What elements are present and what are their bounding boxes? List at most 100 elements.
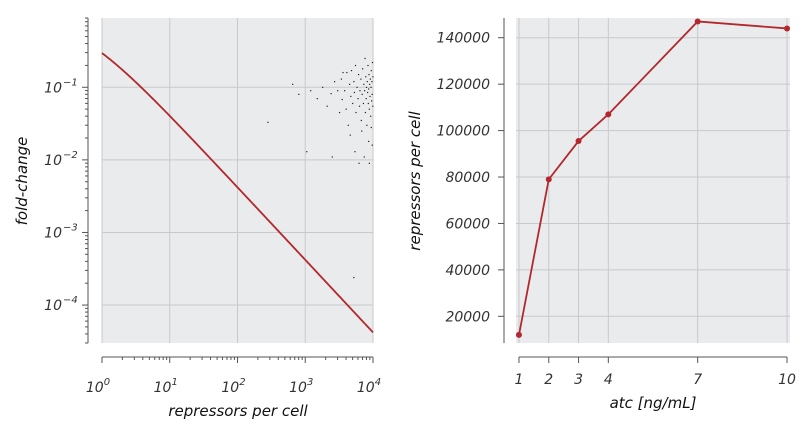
scatter-point: [347, 124, 349, 126]
left-x-tick-label: 103: [289, 377, 313, 396]
scatter-point: [371, 144, 373, 146]
scatter-point: [368, 108, 370, 110]
right-y-tick-label: 100000: [437, 124, 491, 140]
scatter-point: [354, 151, 356, 153]
scatter-point: [341, 98, 343, 101]
scatter-point: [367, 91, 369, 94]
left-y-tick-exponent: −1: [63, 77, 78, 88]
left-y-tick-exponent: −3: [63, 222, 78, 233]
scatter-point: [359, 90, 361, 92]
scatter-point: [352, 102, 354, 105]
data-point: [784, 25, 791, 32]
scatter-point: [367, 102, 369, 105]
scatter-point: [342, 71, 344, 74]
data-point: [575, 138, 582, 145]
theory-curve: [101, 52, 374, 334]
left-x-tick-label: 101: [154, 377, 178, 396]
left-x-tick-label: 100: [86, 377, 110, 396]
left-x-tick-label: 102: [221, 377, 245, 396]
right-x-axis-title: atc [ng/mL]: [610, 394, 697, 412]
right-y-tick-label: 20000: [445, 309, 490, 325]
scatter-point: [354, 64, 357, 67]
left-axes: [82, 17, 374, 363]
right-x-tick-label: 10: [778, 372, 796, 388]
left-y-tick-label: 10: [44, 225, 62, 241]
left-scatter-points: [267, 57, 374, 279]
scatter-point: [350, 95, 352, 98]
data-point: [605, 111, 612, 118]
right-y-tick-label: 60000: [445, 216, 490, 232]
scatter-point: [298, 93, 300, 96]
repressors-line: [518, 20, 788, 336]
scatter-point: [363, 156, 365, 158]
right-y-tick-label: 120000: [437, 77, 491, 93]
scatter-point: [369, 83, 371, 85]
scatter-point: [326, 105, 328, 107]
scatter-point: [345, 108, 347, 110]
right-y-tick-label: 40000: [445, 263, 490, 279]
scatter-point: [364, 111, 367, 114]
right-x-tick-label: 7: [693, 372, 702, 388]
scatter-point: [368, 162, 370, 164]
right-panel: 1 2 3 4 7 10 20000 40000 60000 80000 100000 120000 1…: [406, 18, 796, 412]
data-point: [545, 176, 552, 183]
scatter-point: [333, 81, 336, 83]
scatter-point: [367, 64, 369, 67]
scatter-point: [355, 111, 357, 114]
scatter-point: [365, 76, 367, 78]
scatter-point: [369, 78, 371, 80]
scatter-point: [366, 81, 368, 83]
scatter-point: [292, 83, 294, 85]
right-x-tick-label: 4: [604, 372, 613, 388]
right-plot-background: [516, 18, 790, 343]
right-x-tick-label: 2: [544, 372, 553, 388]
right-y-tick-label: 140000: [437, 31, 491, 47]
left-y-tick-label: 10: [44, 80, 62, 96]
scatter-point: [370, 100, 373, 102]
scatter-point: [364, 90, 366, 92]
left-y-tick-exponent: −2: [63, 150, 78, 161]
scatter-point: [344, 90, 346, 92]
scatter-point: [267, 121, 269, 123]
scatter-point: [322, 86, 324, 88]
scatter-point: [364, 57, 366, 60]
scatter-point: [371, 93, 373, 96]
scatter-point: [370, 86, 372, 88]
scatter-point: [349, 134, 351, 136]
scatter-point: [368, 140, 370, 143]
scatter-point: [363, 83, 365, 85]
left-x-tick-label: 104: [357, 377, 381, 396]
right-x-tick-label: 3: [574, 372, 583, 388]
repressors-points: [515, 18, 791, 338]
scatter-point: [362, 102, 365, 105]
left-y-tick-label: 10: [44, 153, 62, 169]
right-tick-labels: 1 2 3 4 7 10 20000 40000 60000 80000 100000 120000 1…: [437, 31, 796, 388]
left-y-tick-label: 10: [44, 298, 62, 314]
scatter-point: [330, 93, 332, 95]
left-x-axis-title: repressors per cell: [168, 402, 308, 420]
scatter-point: [340, 78, 342, 80]
scatter-point: [365, 98, 367, 100]
scatter-point: [349, 83, 351, 85]
scatter-point: [372, 76, 374, 78]
left-grid: [101, 18, 374, 343]
scatter-point: [356, 86, 358, 88]
right-x-tick-label: 1: [515, 372, 524, 388]
scatter-point: [372, 105, 374, 107]
scatter-point: [337, 90, 339, 92]
scatter-point: [358, 105, 361, 107]
scatter-point: [371, 61, 374, 64]
scatter-point: [370, 115, 372, 117]
scatter-point: [316, 98, 318, 100]
right-y-axis-title: repressors per cell: [406, 110, 424, 250]
scatter-point: [368, 73, 370, 76]
scatter-point: [362, 68, 364, 70]
scatter-point: [370, 126, 372, 129]
scatter-point: [357, 73, 360, 76]
scatter-point: [369, 95, 371, 98]
scatter-point: [366, 124, 368, 126]
data-point: [694, 18, 701, 25]
